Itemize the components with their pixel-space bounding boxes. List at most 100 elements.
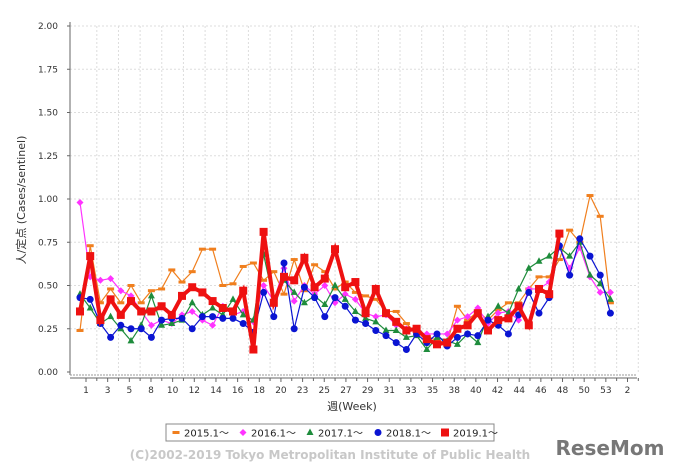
legend-label: 2016.1～ [251,429,296,440]
data-point [372,313,380,321]
series-20191 [76,227,564,354]
data-point [137,307,146,316]
x-tick-label: 31 [384,386,395,396]
data-point [86,252,95,261]
data-point [504,330,512,338]
data-point [290,288,298,295]
data-point [269,298,278,307]
x-tick-label: 40 [470,386,482,396]
data-point [606,288,614,296]
data-point [219,314,227,322]
data-point [545,275,553,279]
legend-item[interactable]: 2017.1～ [306,428,364,440]
x-tick-label: 29 [362,386,374,396]
axes: 0.000.250.500.751.001.251.501.752.001 3 5 8… [38,22,639,396]
data-point [157,302,166,311]
data-point [504,301,512,305]
data-point [566,228,574,232]
data-point [402,322,410,326]
data-point [229,307,237,316]
data-point [178,314,186,322]
resemom-logo: ReseMom [556,436,665,460]
data-point [218,303,227,312]
data-point [504,314,513,323]
data-point [524,321,533,330]
data-point [167,310,176,319]
legend-label: 2018.1～ [386,429,431,440]
data-point [443,330,451,338]
data-point [147,289,155,293]
x-tick-label: 53 [600,386,611,396]
data-point [86,244,94,248]
data-point [117,301,125,305]
data-point [249,345,258,354]
data-point [321,282,329,289]
data-point [260,278,268,282]
data-point [362,294,370,298]
legend-label: 2017.1～ [318,429,363,440]
legend-item[interactable]: 2018.1～ [374,429,432,440]
data-point [464,330,472,338]
data-point [351,290,359,294]
data-point [290,297,298,305]
data-point [229,282,237,286]
legend-item[interactable]: 2016.1～ [239,429,297,440]
data-point [515,284,523,292]
data-point [382,309,390,318]
data-point [422,335,431,344]
data-point [545,290,554,299]
data-point [96,276,104,284]
legend-marker-icon [172,431,180,434]
data-point [494,316,503,325]
x-tick-label: 18 [254,386,266,396]
data-point [290,276,299,285]
data-point [178,280,186,284]
series-20151 [76,193,614,345]
x-tick-label: 14 [210,386,222,396]
data-point [107,333,115,341]
data-point [249,261,257,265]
data-point [290,258,298,262]
data-point [494,302,502,309]
data-point [188,283,197,292]
data-point [351,316,359,324]
x-tick-label: 46 [535,386,547,396]
legend-item[interactable]: 2019.1～ [441,428,498,440]
legend-marker-icon [374,429,382,436]
data-point [147,321,155,329]
legend-box [165,423,495,442]
data-point [555,229,564,238]
data-point [300,283,308,291]
data-point [382,326,390,333]
data-point [433,340,441,349]
legend-item[interactable]: 2015.1～ [172,429,230,440]
data-point [209,321,217,329]
data-point [392,317,401,326]
x-tick-label: 8 [148,386,154,396]
data-point [158,321,166,328]
data-point [107,287,115,291]
data-point [321,313,329,321]
x-tick-label: 50 [578,386,590,396]
data-point [127,297,135,306]
legend-marker-icon [239,429,247,436]
data-point [188,298,196,306]
data-point [320,274,329,283]
data-point [341,302,349,310]
data-point [566,271,574,279]
data-point [260,282,268,289]
data-point [76,328,84,332]
data-point [443,338,452,347]
data-point [127,325,135,333]
y-tick-label: 1.50 [38,109,58,119]
data-point [545,252,553,259]
y-tick-label: 1.75 [38,65,58,75]
x-tick-label: 16 [232,386,244,396]
data-point [270,270,278,274]
legend-marker-icon [441,428,449,437]
data-point [525,264,533,271]
data-point [76,307,84,316]
data-point [494,309,502,317]
data-point [290,325,298,333]
